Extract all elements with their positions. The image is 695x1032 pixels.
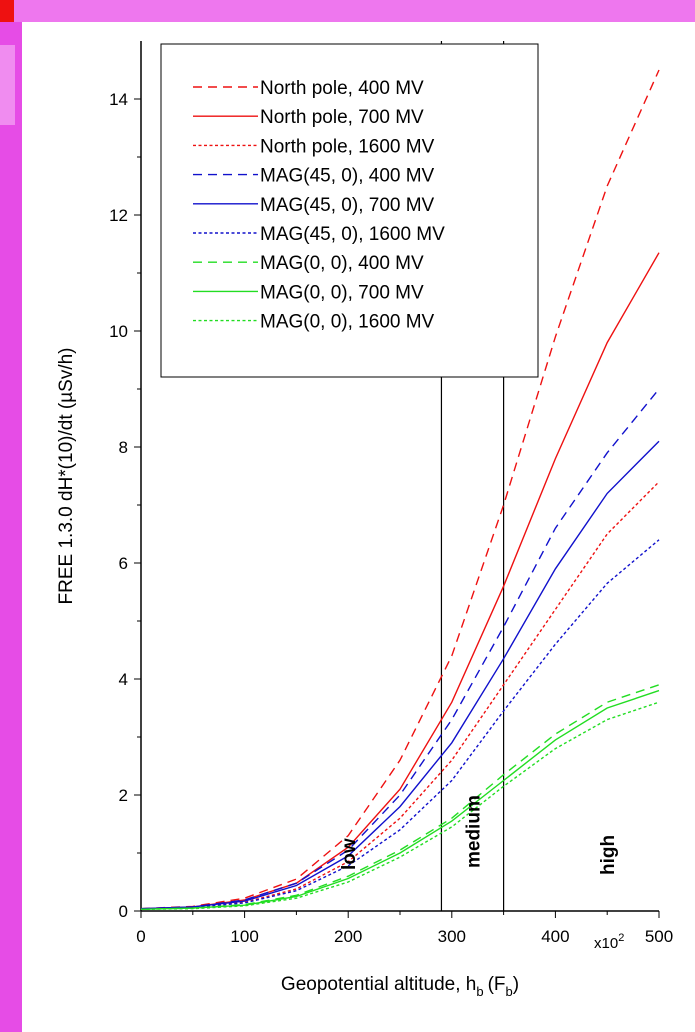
x-axis-title-paren-close: ) (513, 974, 519, 995)
x-tick-label: 500 (645, 927, 673, 946)
legend-label-7: MAG(0, 0), 700 MV (260, 282, 424, 303)
x-tick-label: 100 (230, 927, 258, 946)
y-tick-label: 6 (119, 554, 128, 573)
region-label-layer: low medium high (339, 795, 619, 875)
x-tick-label: 200 (334, 927, 362, 946)
x-axis-title: Geopotential altitude, hb (Fb) (281, 974, 519, 999)
y-tick-label: 2 (119, 786, 128, 805)
region-label-2: high (598, 835, 619, 875)
series-line-1 (140, 252, 660, 910)
top-color-bar (0, 0, 695, 22)
x-axis-title-paren-open: (F (488, 974, 506, 995)
y-tick-label: 0 (119, 902, 128, 921)
legend-label-3: MAG(45, 0), 400 MV (260, 166, 435, 187)
x-tick-label: 0 (136, 927, 145, 946)
left-color-bar-highlight (0, 45, 15, 125)
series-line-6 (140, 684, 660, 910)
legend-entries: North pole, 400 MV North pole, 700 MV Nort… (193, 78, 445, 333)
legend-label-4: MAG(45, 0), 700 MV (260, 195, 435, 216)
y-tick-label: 10 (109, 322, 128, 341)
y-axis-title: FREE 1.3.0 dH*(10)/dt (µSv/h) (56, 348, 77, 605)
y-tick-label: 4 (119, 670, 128, 689)
tick-layer: 0 100 200 300 400 500 0 2 4 6 8 10 12 14 (109, 90, 673, 946)
legend-label-5: MAG(45, 0), 1600 MV (260, 224, 445, 245)
legend-label-0: North pole, 400 MV (260, 78, 424, 99)
legend-box (160, 43, 539, 378)
series-line-2 (140, 481, 660, 910)
series-line-5 (140, 539, 660, 910)
legend-label-1: North pole, 700 MV (260, 107, 424, 128)
x-axis-title-sub: b (476, 984, 483, 999)
left-color-bar (0, 22, 22, 1032)
legend-label-8: MAG(0, 0), 1600 MV (260, 312, 435, 333)
series-line-0 (140, 69, 660, 910)
x-axis-multiplier-base: x10 (594, 935, 618, 952)
legend-label-2: North pole, 1600 MV (260, 136, 435, 157)
region-label-1: medium (464, 795, 485, 868)
y-tick-label: 8 (119, 438, 128, 457)
x-axis-multiplier: x102 (594, 932, 624, 952)
x-tick-label: 400 (541, 927, 569, 946)
x-axis-multiplier-exp: 2 (618, 932, 624, 944)
x-axis-title-paren-sub: b (506, 984, 513, 999)
x-axis-title-main: Geopotential altitude, h (281, 974, 476, 995)
series-layer (140, 69, 660, 910)
legend: North pole, 400 MV North pole, 700 MV Nort… (160, 43, 539, 378)
series-line-7 (140, 689, 660, 910)
y-tick-label: 14 (109, 90, 128, 109)
series-line-4 (140, 440, 660, 910)
legend-label-6: MAG(0, 0), 400 MV (260, 253, 424, 274)
x-tick-label: 300 (438, 927, 466, 946)
region-label-0: low (339, 838, 360, 870)
corner-mark (0, 0, 14, 22)
y-tick-label: 12 (109, 206, 128, 225)
series-line-3 (140, 388, 660, 910)
